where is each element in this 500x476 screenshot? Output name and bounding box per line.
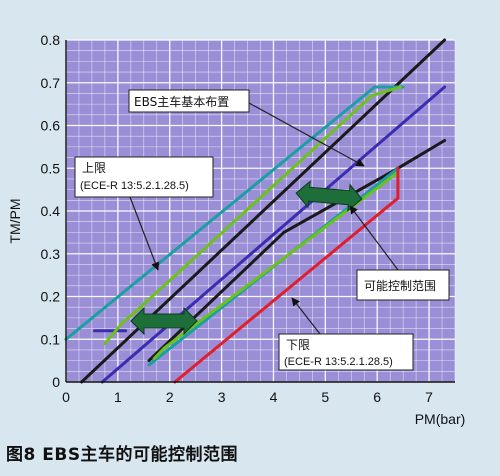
y-tick-label: 0.6 [41, 118, 61, 134]
y-tick-label: 0.4 [41, 203, 61, 219]
series-line-3 [100, 85, 447, 384]
series-line-6 [103, 85, 402, 345]
annotation-lower-text: 下限 [286, 338, 310, 352]
range-arrow-upper [295, 180, 363, 212]
range-arrow-lower [130, 306, 198, 336]
annotation-basic-text: EBS主车基本布置 [134, 94, 229, 109]
annotation-basic: EBS主车基本布置 [128, 89, 365, 167]
x-tick-label: 3 [218, 389, 226, 405]
x-tick-label: 6 [373, 389, 381, 405]
tick-labels: 0 1 2 3 4 5 6 7 0 0.1 0.2 0.3 0.4 0.5 0.6 0.7 0.8 [41, 32, 434, 405]
y-tick-label: 0.3 [41, 246, 61, 262]
series-line-8 [152, 171, 400, 360]
y-tick-label: 0.2 [41, 289, 61, 305]
y-tick-label: 0 [52, 374, 60, 390]
x-tick-label: 4 [270, 389, 278, 405]
y-axis-label: TM/PM [7, 198, 23, 243]
annotation-lower: 下限 (ECE-R 13:5.2.1.28.5) [278, 297, 414, 371]
y-tick-label: 0.8 [41, 32, 61, 48]
range-arrows [130, 180, 363, 336]
series-line-9 [173, 166, 400, 384]
chart-svg: 0 1 2 3 4 5 6 700.10.20.30.40.50.60.70.8 TM/PM … [7, 32, 466, 427]
annotation-upper-sub: (ECE-R 13:5.2.1.28.5) [80, 180, 189, 192]
y-tick-label: 0.1 [41, 331, 61, 347]
x-tick-label: 2 [166, 389, 174, 405]
annotation-upper-text: 上限 [82, 161, 106, 175]
annotation-upper: 上限 (ECE-R 13:5.2.1.28.5) [74, 156, 214, 271]
x-tick-label: 1 [114, 389, 122, 405]
series-group [64, 38, 447, 384]
annotation-range: 可能控制范围 [349, 205, 450, 301]
series-line-5 [64, 85, 405, 341]
x-axis-label: PM(bar) [415, 411, 466, 427]
y-tick-label: 0.7 [41, 75, 61, 91]
axes [65, 40, 455, 383]
x-tick-label: 5 [321, 389, 329, 405]
y-tick-label: 0.5 [41, 160, 61, 176]
figure-caption: 图8 EBS主车的可能控制范围 [6, 445, 239, 465]
annotation-lower-sub: (ECE-R 13:5.2.1.28.5) [284, 356, 393, 368]
x-tick-label: 7 [425, 389, 433, 405]
x-tick-label: 0 [62, 389, 70, 405]
annotation-range-text: 可能控制范围 [364, 279, 436, 293]
